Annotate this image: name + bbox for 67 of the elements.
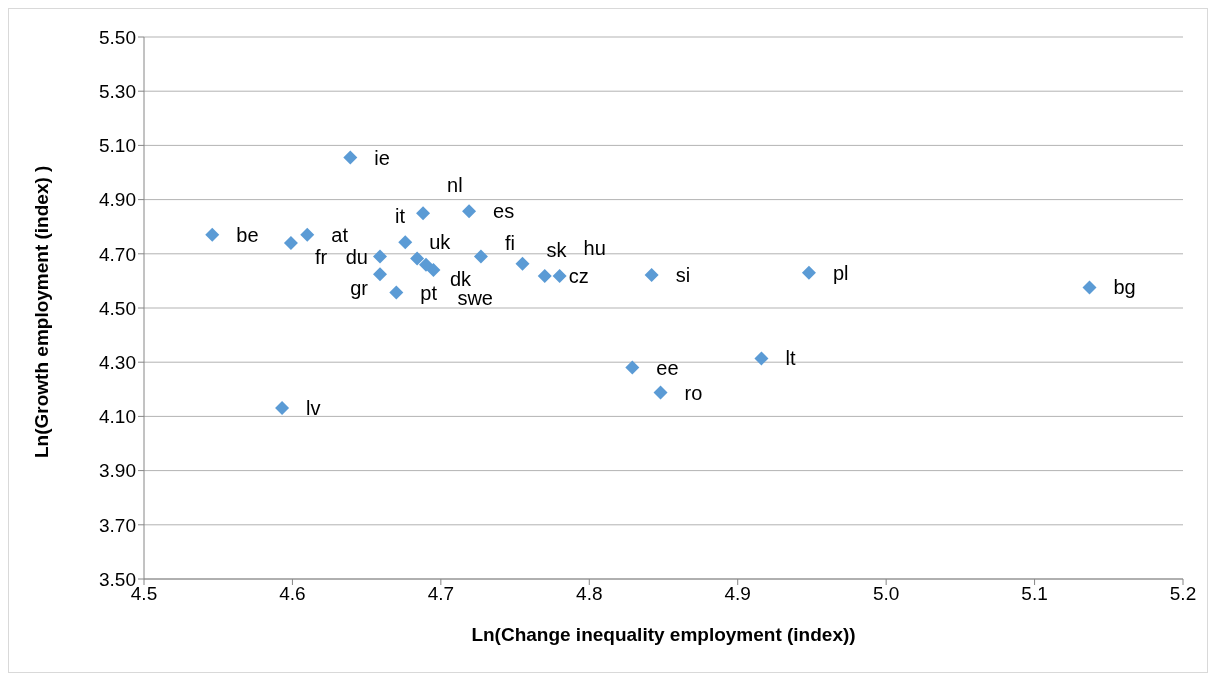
y-tick-label: 3.70	[99, 514, 136, 536]
x-tick-label: 5.2	[1169, 583, 1197, 605]
point	[419, 257, 434, 272]
y-axis-title: Ln(Growth employment (index) )	[30, 165, 52, 458]
y-tick-label: 4.50	[99, 297, 136, 319]
annotation: sk	[546, 238, 568, 261]
point	[275, 401, 290, 415]
y-tick-label: 4.30	[99, 351, 136, 373]
point	[373, 267, 387, 282]
x-tick-label: 4.6	[279, 583, 306, 605]
y-tick-label: 4.10	[99, 406, 136, 428]
point	[398, 235, 413, 250]
annotation: du	[345, 245, 368, 268]
y-tick-label: 4.70	[99, 243, 136, 265]
annotation: es	[493, 200, 515, 223]
x-tick-label: 4.7	[427, 583, 455, 605]
point	[462, 204, 477, 219]
point	[416, 206, 431, 221]
annotation: pl	[832, 261, 849, 284]
point	[625, 360, 640, 375]
point	[410, 251, 425, 266]
y-tick-label: 5.50	[99, 26, 136, 48]
point	[754, 351, 769, 366]
x-tick-label: 5.0	[872, 583, 900, 605]
point	[426, 263, 441, 278]
annotation: cz	[568, 265, 589, 288]
annotation: swe	[457, 287, 494, 310]
annotation: fr	[314, 245, 328, 268]
annotation: si	[675, 263, 691, 286]
y-tick-label: 5.10	[99, 135, 136, 157]
annotation: be	[236, 223, 259, 246]
annotation: at	[331, 223, 349, 246]
x-tick-label: 4.8	[576, 583, 603, 605]
annotation: lv	[306, 397, 321, 419]
y-tick-label: 5.30	[99, 80, 136, 102]
annotation: uk	[429, 231, 452, 254]
point	[300, 227, 315, 242]
x-tick-label: 4.9	[724, 583, 751, 605]
annotation: ee	[656, 356, 679, 379]
point	[343, 150, 358, 165]
point	[373, 249, 387, 264]
x-tick-label: 5.1	[1021, 583, 1048, 605]
x-axis-title: Ln(Change inequality employment (index))	[471, 624, 856, 645]
point	[801, 265, 816, 280]
annotation: bg	[1113, 276, 1136, 299]
annotation: pt	[420, 281, 438, 304]
annotation: hu	[583, 237, 606, 260]
point	[552, 269, 567, 284]
annotation: nl	[447, 174, 463, 197]
annotation: dk	[450, 267, 473, 290]
annotation: lt	[785, 347, 796, 370]
annotation: ie	[374, 146, 390, 169]
point	[473, 249, 488, 264]
point	[644, 267, 659, 282]
y-tick-label: 3.90	[99, 460, 136, 482]
point	[205, 227, 220, 242]
point	[389, 285, 404, 300]
point	[653, 385, 668, 400]
annotation: fi	[504, 231, 515, 254]
point	[515, 256, 530, 271]
point	[283, 235, 298, 250]
annotation: gr	[350, 277, 369, 300]
point	[537, 269, 552, 284]
y-tick-label: 4.90	[99, 189, 136, 211]
point	[1082, 280, 1097, 295]
annotation: it	[395, 205, 406, 228]
annotation: ro	[684, 381, 703, 404]
